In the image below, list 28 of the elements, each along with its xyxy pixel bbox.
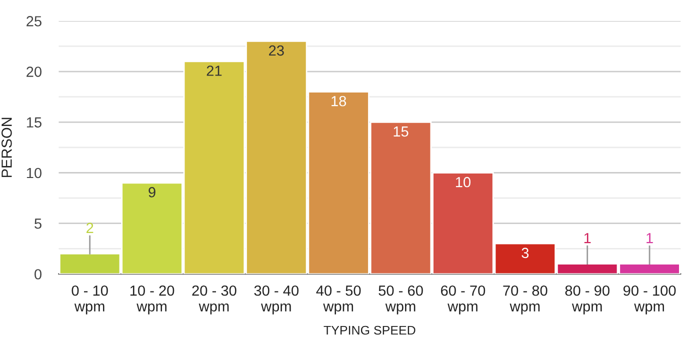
- data-label: 21: [206, 66, 222, 76]
- data-label: 10: [456, 176, 471, 188]
- data-label: 2: [86, 222, 94, 233]
- x-tick-label: 20 - 30 wpm: [192, 285, 236, 314]
- y-tick-label: 0: [34, 269, 42, 280]
- x-tick-label: 30 - 40 wpm: [254, 285, 299, 314]
- x-tick-label: 90 - 100 wpm: [623, 285, 676, 314]
- data-label: 1: [584, 233, 591, 244]
- y-tick-label: 20: [26, 66, 42, 77]
- y-tick-label: 10: [26, 168, 42, 178]
- x-tick-label: 50 - 60 wpm: [378, 285, 423, 314]
- y-axis-title: PERSON: [2, 118, 12, 178]
- data-label: 9: [148, 187, 156, 198]
- x-tick-label: 60 - 70 wpm: [441, 285, 486, 314]
- x-tick-label: 40 - 50 wpm: [316, 285, 361, 314]
- data-label: 18: [332, 96, 346, 106]
- y-tick-label: 5: [34, 218, 42, 229]
- y-tick-label: 25: [26, 16, 42, 26]
- x-axis-title: TYPING SPEED: [324, 326, 416, 335]
- data-label: 15: [394, 126, 408, 137]
- x-tick-label: 80 - 90 wpm: [565, 285, 610, 314]
- x-tick-label: 0 - 10 wpm: [72, 285, 108, 314]
- y-tick-label: 15: [26, 117, 42, 128]
- data-label: 1: [646, 233, 653, 244]
- data-label: 23: [269, 45, 284, 56]
- x-tick-label: 10 - 20 wpm: [130, 285, 174, 314]
- x-tick-label: 70 - 80 wpm: [503, 285, 548, 314]
- data-label: 3: [522, 248, 529, 258]
